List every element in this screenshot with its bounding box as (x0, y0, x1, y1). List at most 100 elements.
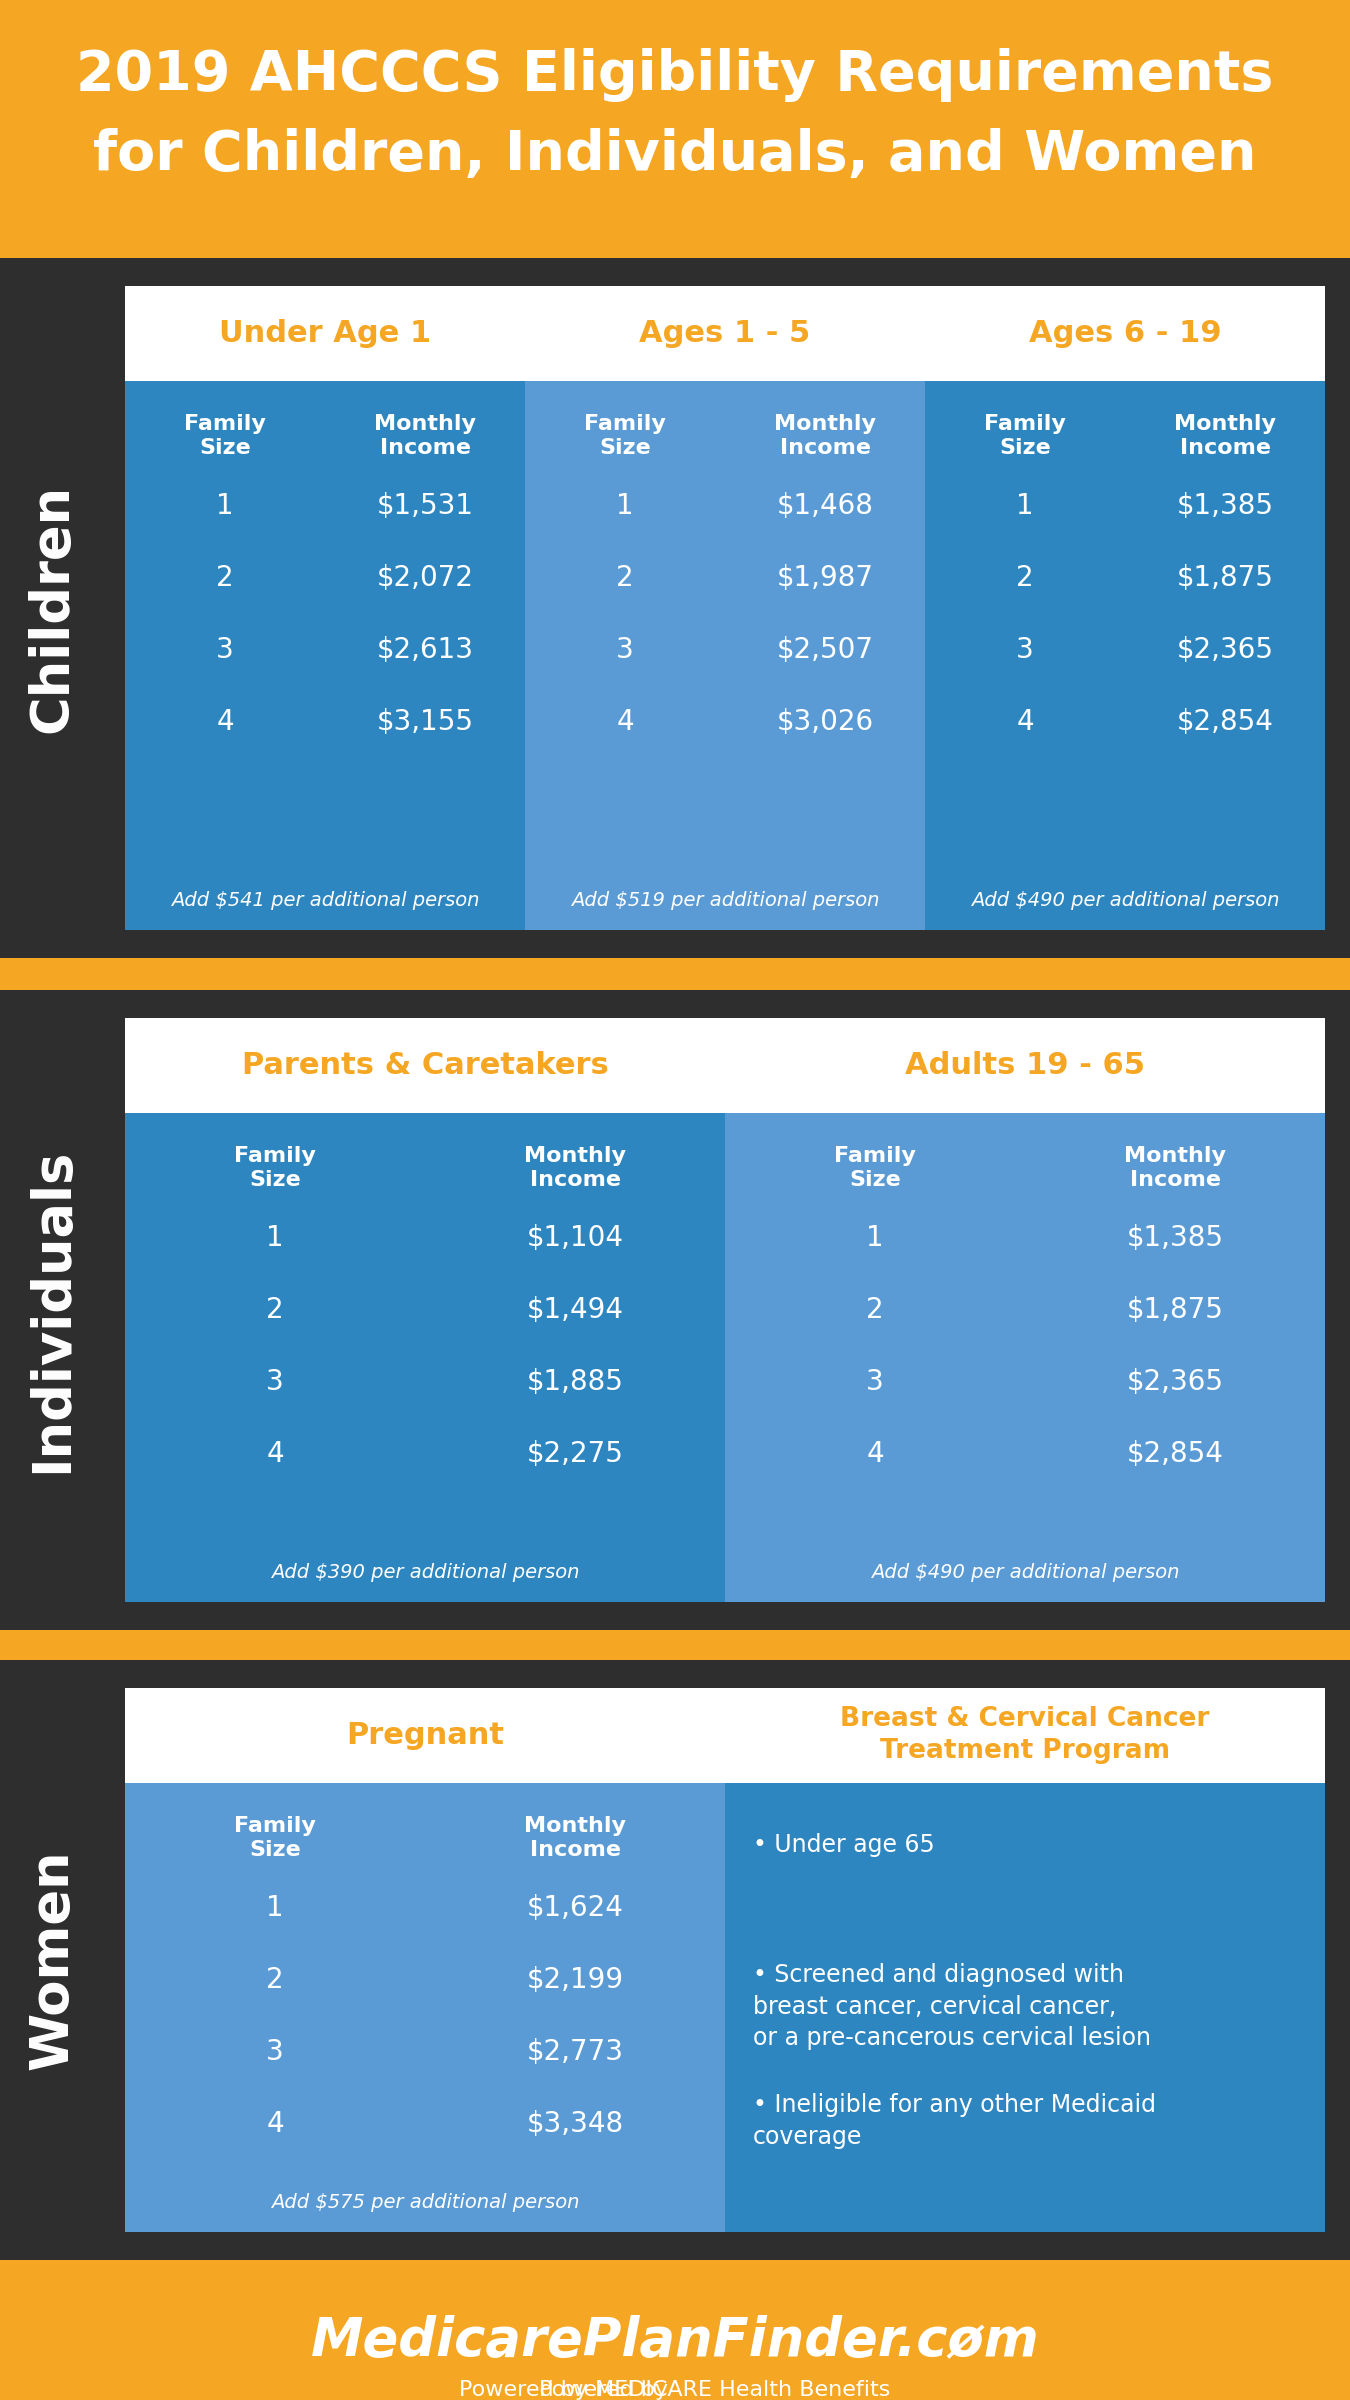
Text: Parents & Caretakers: Parents & Caretakers (242, 1051, 609, 1080)
Text: Monthly
Income: Monthly Income (1174, 413, 1276, 458)
Text: Ages 1 - 5: Ages 1 - 5 (640, 319, 810, 348)
Text: Children: Children (26, 482, 78, 732)
Bar (0, 230, 1350, 257)
Text: for Children, Individuals, and Women: for Children, Individuals, and Women (93, 127, 1257, 182)
Bar (725, 1783, 1324, 2232)
Text: $1,987: $1,987 (776, 564, 873, 593)
Text: $3,155: $3,155 (377, 708, 474, 737)
Text: Add $490 per additional person: Add $490 per additional person (871, 1562, 1180, 1582)
Text: Powered by: Powered by (539, 2381, 675, 2400)
Text: Family
Size: Family Size (834, 1145, 915, 1190)
Text: Under Age 1: Under Age 1 (219, 319, 431, 348)
Text: $1,385: $1,385 (1126, 1224, 1223, 1253)
Text: Add $390 per additional person: Add $390 per additional person (271, 1562, 579, 1582)
Text: Family
Size: Family Size (234, 1814, 316, 1860)
Text: 3: 3 (867, 1368, 884, 1397)
Text: 2: 2 (1017, 564, 1034, 593)
Text: $1,531: $1,531 (377, 492, 474, 521)
Text: $2,613: $2,613 (377, 636, 474, 665)
Text: 3: 3 (266, 1368, 283, 1397)
Text: 2: 2 (266, 1296, 283, 1325)
Text: 1: 1 (616, 492, 633, 521)
Text: 2019 AHCCCS Eligibility Requirements: 2019 AHCCCS Eligibility Requirements (77, 48, 1273, 101)
Text: • Ineligible for any other Medicaid
coverage: • Ineligible for any other Medicaid cove… (753, 2093, 1156, 2148)
Text: 1: 1 (266, 1224, 283, 1253)
Text: 1: 1 (867, 1224, 884, 1253)
Bar (0, 989, 1350, 1630)
Text: $2,072: $2,072 (377, 564, 474, 593)
Text: Monthly
Income: Monthly Income (524, 1145, 626, 1190)
Text: Women: Women (26, 1850, 78, 2071)
Text: 2: 2 (616, 564, 633, 593)
Text: Monthly
Income: Monthly Income (1125, 1145, 1226, 1190)
Text: $1,875: $1,875 (1177, 564, 1273, 593)
Text: Ages 6 - 19: Ages 6 - 19 (1029, 319, 1222, 348)
Text: Individuals: Individuals (26, 1147, 78, 1474)
Text: Monthly
Income: Monthly Income (524, 1814, 626, 1860)
Text: • Screened and diagnosed with
breast cancer, cervical cancer,
or a pre-cancerous: • Screened and diagnosed with breast can… (753, 1963, 1152, 2050)
Bar (126, 1783, 725, 2232)
Bar (126, 1114, 725, 1603)
Bar (126, 1687, 1324, 1783)
Text: $2,773: $2,773 (526, 2038, 624, 2066)
Text: 4: 4 (1017, 708, 1034, 737)
Text: Family
Size: Family Size (984, 413, 1066, 458)
Text: Add $490 per additional person: Add $490 per additional person (971, 890, 1280, 910)
Text: Add $519 per additional person: Add $519 per additional person (571, 890, 879, 910)
Text: Adults 19 - 65: Adults 19 - 65 (904, 1051, 1145, 1080)
Text: $2,854: $2,854 (1126, 1440, 1223, 1469)
Bar (0, 2261, 1350, 2280)
Text: 4: 4 (266, 1440, 283, 1469)
Text: Add $541 per additional person: Add $541 per additional person (170, 890, 479, 910)
Text: Monthly
Income: Monthly Income (374, 413, 477, 458)
Text: $1,104: $1,104 (526, 1224, 624, 1253)
Text: 4: 4 (867, 1440, 884, 1469)
Text: 3: 3 (266, 2038, 283, 2066)
Text: 2: 2 (867, 1296, 884, 1325)
Text: Pregnant: Pregnant (346, 1721, 504, 1750)
Text: $1,875: $1,875 (1126, 1296, 1223, 1325)
Text: $2,199: $2,199 (526, 1966, 624, 1994)
Text: Add $575 per additional person: Add $575 per additional person (271, 2194, 579, 2210)
Text: $2,275: $2,275 (526, 1440, 624, 1469)
Text: 1: 1 (1017, 492, 1034, 521)
Text: 1: 1 (216, 492, 234, 521)
Text: 3: 3 (216, 636, 234, 665)
Text: $1,494: $1,494 (526, 1296, 624, 1325)
Text: $1,385: $1,385 (1176, 492, 1273, 521)
Bar (0, 958, 1350, 989)
Text: Breast & Cervical Cancer
Treatment Program: Breast & Cervical Cancer Treatment Progr… (840, 1706, 1210, 1764)
Bar (0, 257, 1350, 958)
Bar (925, 382, 1324, 929)
Text: $1,885: $1,885 (526, 1368, 624, 1397)
Text: 1: 1 (266, 1894, 283, 1922)
Text: $2,854: $2,854 (1177, 708, 1273, 737)
Bar (0, 2280, 1350, 2400)
Text: $2,365: $2,365 (1176, 636, 1273, 665)
Text: MedicarePlanFinder.cøm: MedicarePlanFinder.cøm (310, 2314, 1040, 2366)
Text: $3,026: $3,026 (776, 708, 873, 737)
Bar (126, 1018, 1324, 1114)
Bar (0, 1661, 1350, 2261)
Text: Family
Size: Family Size (585, 413, 666, 458)
Bar (525, 382, 925, 929)
Bar (725, 1114, 1324, 1603)
Text: Monthly
Income: Monthly Income (774, 413, 876, 458)
Text: $1,624: $1,624 (526, 1894, 624, 1922)
Text: $1,468: $1,468 (776, 492, 873, 521)
Text: 4: 4 (216, 708, 234, 737)
Text: Powered by MEDICARE Health Benefits: Powered by MEDICARE Health Benefits (459, 2381, 891, 2400)
Bar (126, 382, 525, 929)
Text: 4: 4 (616, 708, 633, 737)
Bar (0, 1630, 1350, 1661)
Text: $3,348: $3,348 (526, 2110, 624, 2138)
Text: 4: 4 (266, 2110, 283, 2138)
Text: Family
Size: Family Size (234, 1145, 316, 1190)
Text: 2: 2 (216, 564, 234, 593)
Bar (126, 286, 1324, 382)
Text: • Under age 65: • Under age 65 (753, 1834, 934, 1858)
Text: 3: 3 (1017, 636, 1034, 665)
Text: $2,507: $2,507 (776, 636, 873, 665)
Bar (0, 0, 1350, 230)
Text: $2,365: $2,365 (1126, 1368, 1223, 1397)
